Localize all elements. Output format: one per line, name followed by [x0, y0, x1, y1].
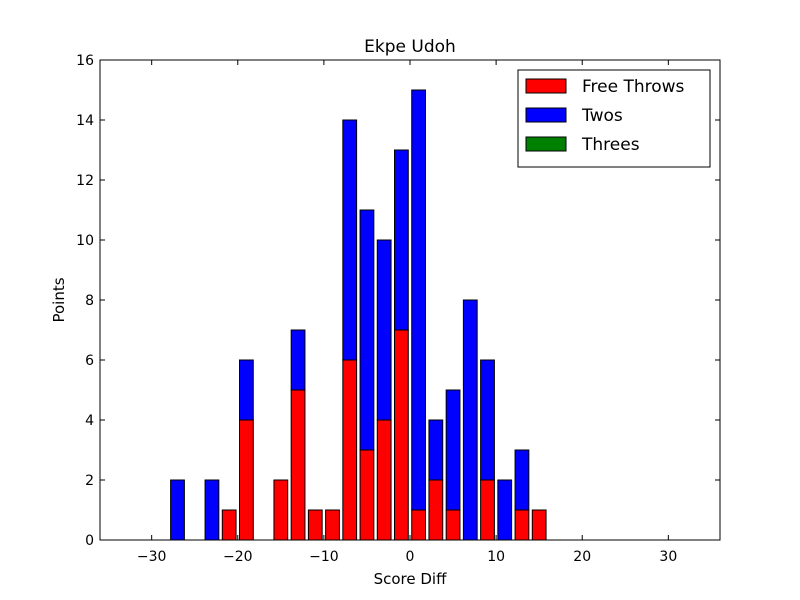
bar-twos [411, 89, 427, 511]
bar-twos [514, 449, 530, 511]
legend-swatch-free-throws [525, 78, 567, 94]
axis-ticks: −30 −20 −10 0 10 20 30 0 2 4 6 8 10 12 14 16 [76, 53, 720, 565]
bar-twos [462, 299, 478, 541]
bar-free-throws [376, 419, 392, 541]
y-tick-label: 10 [76, 233, 94, 249]
bar-free-throws [221, 509, 237, 541]
x-tick-label: 20 [573, 549, 591, 565]
y-tick-label: 4 [85, 413, 94, 429]
bar-free-throws [428, 479, 444, 541]
legend-label-twos: Twos [581, 106, 623, 126]
x-tick-label: 0 [406, 549, 415, 565]
y-tick-label: 8 [85, 293, 94, 309]
bar-free-throws [531, 509, 547, 541]
legend-label-free-throws: Free Throws [582, 77, 685, 97]
x-tick-label: 10 [487, 549, 505, 565]
y-tick-label: 12 [76, 173, 94, 189]
y-tick-label: 16 [76, 53, 94, 69]
bar-free-throws [411, 509, 427, 541]
bar-free-throws [273, 479, 289, 541]
bar-free-throws [307, 509, 323, 541]
bar-free-throws [342, 359, 358, 541]
bar-twos [204, 479, 220, 541]
bar-twos [445, 389, 461, 511]
bar-free-throws [325, 509, 340, 541]
bar-free-throws [359, 449, 375, 541]
legend-swatch-twos [525, 107, 567, 123]
x-tick-label: −20 [223, 549, 253, 565]
chart-title: Ekpe Udoh [364, 37, 456, 57]
bar-free-throws [480, 479, 495, 541]
bar-free-throws [514, 509, 530, 541]
bar-free-throws [394, 329, 409, 541]
legend-swatch-threes [525, 136, 567, 152]
y-tick-label: 2 [85, 473, 94, 489]
x-tick-label: −10 [309, 549, 339, 565]
bar-twos [376, 239, 392, 421]
bar-twos [359, 209, 375, 451]
bar-twos [239, 359, 254, 421]
y-axis-title: Points [50, 277, 68, 322]
bar-free-throws [445, 509, 461, 541]
bar-free-throws [290, 389, 306, 541]
y-tick-label: 6 [85, 353, 94, 369]
bar-twos [428, 419, 444, 481]
x-tick-label: 30 [659, 549, 677, 565]
bar-free-throws [239, 419, 254, 541]
bar-twos [394, 149, 409, 331]
bar-twos [497, 479, 513, 541]
legend-label-threes: Threes [581, 135, 640, 155]
y-tick-label: 14 [76, 113, 94, 129]
bar-twos [170, 479, 185, 541]
bars-group [170, 89, 547, 541]
bar-twos [290, 329, 306, 391]
bar-twos [480, 359, 495, 481]
y-tick-label: 0 [85, 533, 94, 549]
x-tick-label: −30 [137, 549, 167, 565]
bar-twos [342, 119, 358, 361]
x-axis-title: Score Diff [374, 570, 447, 588]
legend: Free Throws Twos Threes [517, 69, 711, 168]
